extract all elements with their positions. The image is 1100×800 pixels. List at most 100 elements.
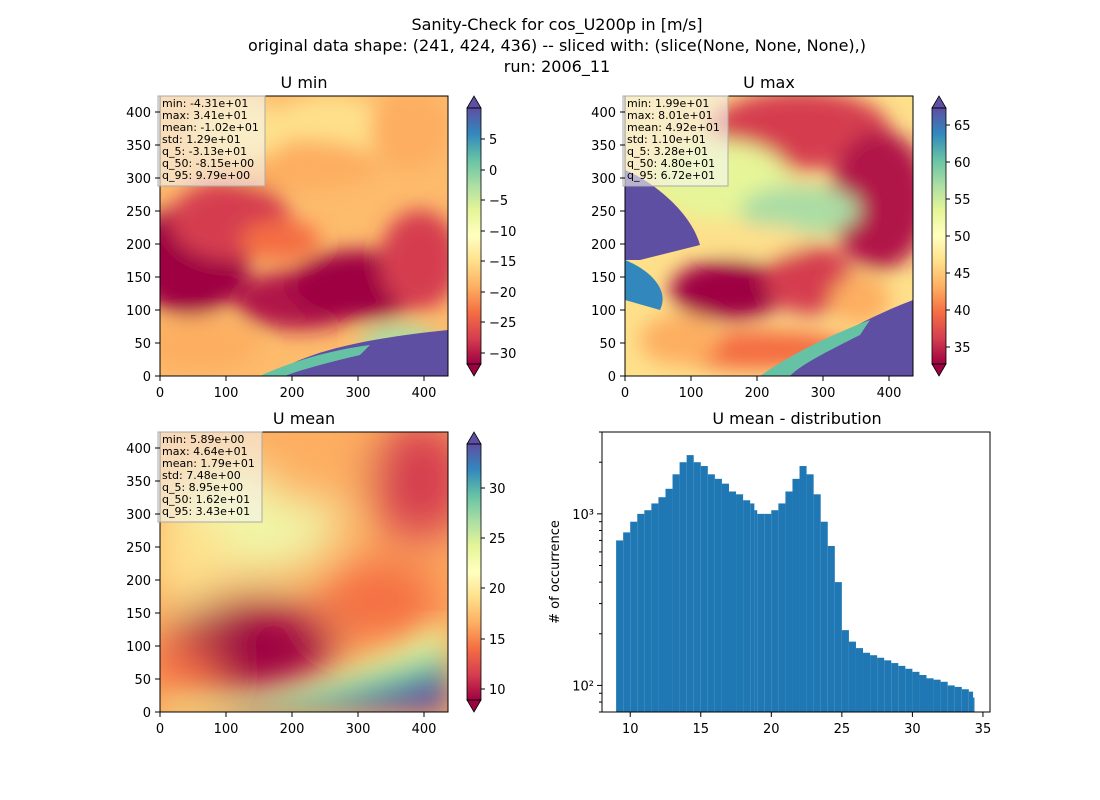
stat-line: min: 1.99e+01 (627, 97, 709, 110)
stat-line: max: 8.01e+01 (627, 109, 713, 122)
histogram-bar (771, 510, 779, 712)
stat-line: min: 5.89e+00 (162, 433, 244, 446)
panel-title: U mean - distribution (712, 409, 881, 428)
colorbar-tick-label: 15 (489, 633, 506, 648)
stat-line: q_5: 3.28e+01 (627, 145, 708, 158)
panel-title: U min (281, 73, 328, 92)
histogram-bar (813, 494, 821, 712)
colorbar-tick-label: 0 (489, 164, 497, 179)
x-tick-label: 0 (156, 722, 164, 737)
x-tick-label: 100 (214, 722, 239, 737)
colorbar-tick-label: −10 (489, 225, 516, 240)
x-tick-label: 10 (622, 722, 639, 737)
histogram-bar (679, 462, 687, 712)
stat-line: std: 1.29e+01 (162, 133, 241, 146)
histogram-bar (884, 660, 892, 712)
y-tick-label: 150 (126, 607, 151, 622)
y-tick-label: 200 (591, 238, 616, 253)
histogram-bar (973, 697, 975, 712)
x-ticks: 0 100 200 300 400 (621, 376, 901, 401)
colorbar-tick-label: 30 (489, 482, 506, 497)
histogram-bar (820, 521, 828, 712)
figure-title-line-3: run: 2006_11 (504, 57, 610, 77)
histogram-bar (848, 641, 856, 712)
histogram-bar (743, 500, 751, 712)
histogram-bar (778, 503, 786, 712)
panel-title: U mean (273, 409, 335, 428)
y-tick-label: 300 (126, 172, 151, 187)
colorbar-tick-label: 60 (954, 156, 971, 171)
histogram-bar (898, 665, 906, 712)
histogram-bar (707, 474, 715, 712)
histogram-bar (651, 503, 659, 712)
x-tick-label: 100 (679, 386, 704, 401)
histogram-bar (933, 679, 941, 712)
colorbar-tick-label: −20 (489, 286, 516, 301)
y-tick-label: 100 (126, 304, 151, 319)
plot-frame (601, 431, 991, 713)
y-tick-label: 350 (591, 139, 616, 154)
colorbar-tick-label: −15 (489, 255, 516, 270)
colorbar-ticks: 65 60 55 50 45 40 35 (946, 119, 971, 356)
histogram-bar (630, 521, 638, 712)
stats-box (157, 431, 263, 523)
figure-title-line-1: Sanity-Check for cos_U200p in [m/s] (411, 15, 702, 35)
colorbar-tick-label: −30 (489, 347, 516, 362)
y-tick-label: 400 (126, 442, 151, 457)
histogram-bar (947, 685, 955, 712)
histogram-bar (870, 655, 878, 712)
histogram-bar (919, 675, 927, 712)
y-tick-label: 250 (126, 541, 151, 556)
stat-line: q_50: 1.62e+01 (162, 493, 250, 506)
histogram-bar (637, 513, 645, 712)
y-tick-label: 10³ (572, 508, 594, 523)
stat-line: q_50: 4.80e+01 (627, 157, 715, 170)
colorbar-tick-label: 35 (954, 341, 971, 356)
x-tick-label: 400 (412, 722, 437, 737)
histogram-bar (961, 689, 969, 712)
stats-text: min: 5.89e+00 max: 4.64e+01 mean: 1.79e+… (162, 433, 255, 518)
stats-text: min: -4.31e+01 max: 3.41e+01 mean: -1.02… (162, 97, 259, 182)
colorbar-tick-label: 55 (954, 193, 971, 208)
y-tick-label: 150 (591, 271, 616, 286)
histogram-bar (792, 478, 800, 712)
histogram-bar (672, 474, 680, 712)
panel-u-max: U max min: 1.99e+01 max: (591, 73, 970, 401)
histogram-bar (954, 686, 962, 712)
colorbar-ticks: 5 0 −5 −10 −15 −20 −25 −30 (481, 133, 516, 362)
x-tick-label: 15 (692, 722, 709, 737)
x-tick-label: 200 (280, 386, 305, 401)
y-axis-label: # of occurrence (548, 520, 563, 624)
x-tick-label: 200 (280, 722, 305, 737)
y-tick-label: 250 (591, 205, 616, 220)
colorbar: 65 60 55 50 45 40 35 (931, 95, 971, 377)
y-tick-label: 400 (126, 106, 151, 121)
histogram-bar (728, 491, 737, 712)
y-ticks: 0 50 100 150 200 250 300 350 400 (126, 106, 160, 385)
y-ticks: 0 50 100 150 200 250 300 350 400 (591, 106, 625, 385)
y-tick-label: 400 (591, 106, 616, 121)
histogram-bar (863, 652, 871, 712)
histogram-bar (714, 478, 722, 712)
stat-line: q_95: 9.79e+00 (162, 169, 250, 182)
stat-line: mean: 1.79e+01 (162, 457, 255, 470)
panel-u-min: U min min: -4.31e+01 (126, 73, 516, 401)
y-tick-label: 50 (134, 337, 151, 352)
histogram-bar (644, 510, 652, 712)
stat-line: min: -4.31e+01 (162, 97, 248, 110)
y-ticks: 10² 10³ (572, 431, 602, 713)
colorbar: 30 25 20 15 10 (466, 431, 506, 713)
y-tick-label: 10² (572, 679, 594, 694)
panel-title: U max (743, 73, 795, 92)
x-tick-label: 300 (346, 722, 371, 737)
stat-line: max: 4.64e+01 (162, 445, 248, 458)
histogram-bar (785, 491, 793, 712)
y-tick-label: 0 (608, 370, 616, 385)
histogram-bar (665, 488, 673, 712)
y-ticks: 0 50 100 150 200 250 300 350 400 (126, 442, 160, 721)
colorbar-tick-label: 65 (954, 119, 971, 134)
histogram-bar (806, 474, 814, 712)
stat-line: q_50: -8.15e+00 (162, 157, 254, 170)
y-tick-label: 300 (591, 172, 616, 187)
